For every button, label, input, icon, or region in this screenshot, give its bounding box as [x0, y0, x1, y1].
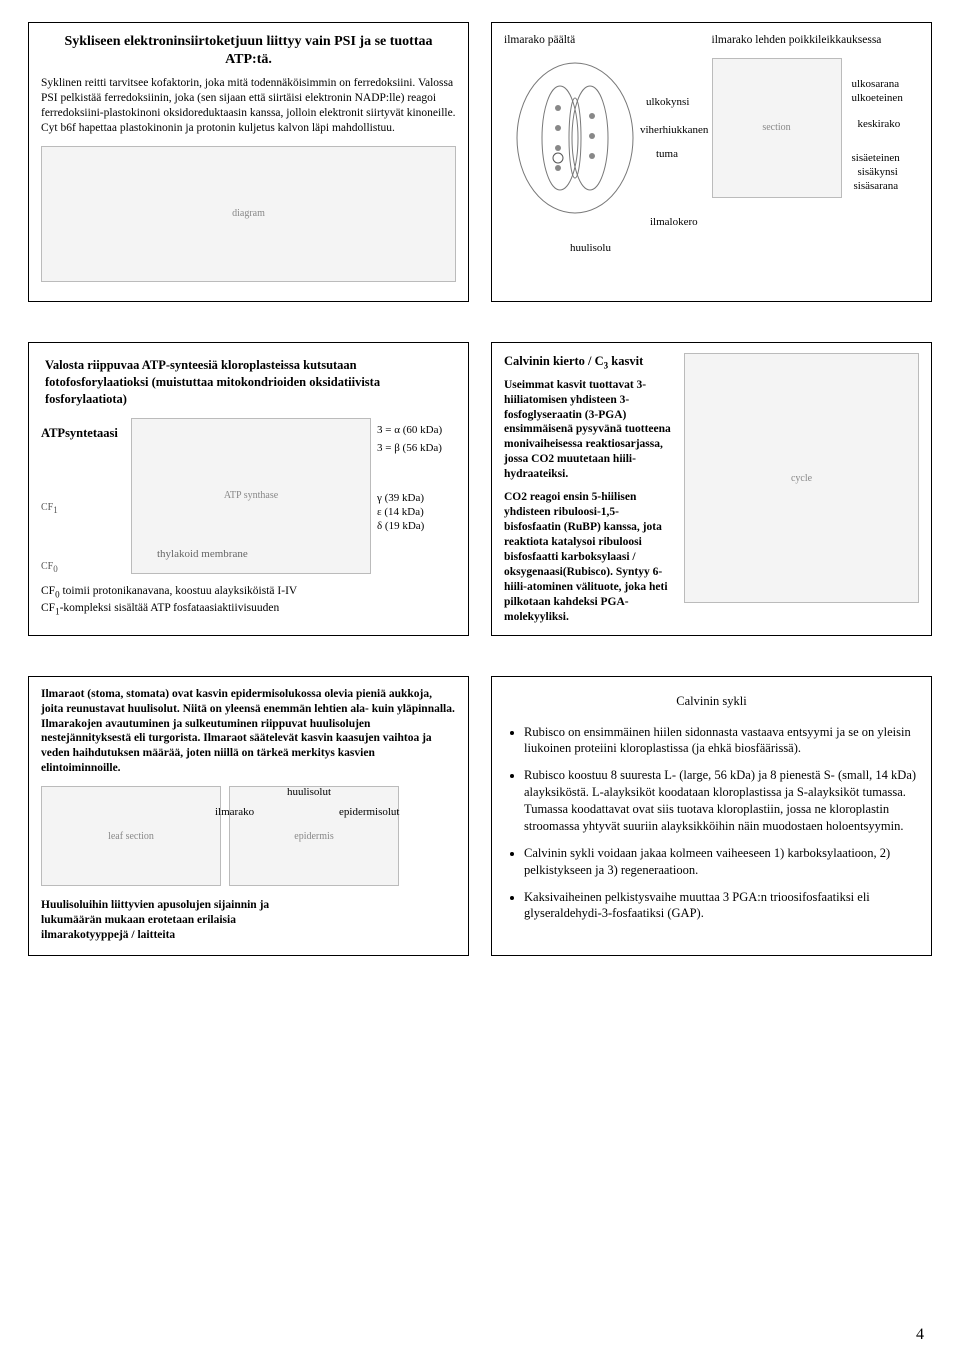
panel-calvin-sykli: Calvinin sykli Rubisco on ensimmäinen hi…: [491, 676, 932, 956]
label-sisäeteinen: sisäeteinen: [852, 152, 900, 164]
bullet-3: Calvinin sykli voidaan jakaa kolmeen vai…: [524, 845, 919, 879]
panel3-sub: ATPsyntetaasi: [41, 426, 118, 440]
label-ilmalokero: ilmalokero: [650, 216, 698, 228]
panel6-title: Calvinin sykli: [504, 693, 919, 710]
fig-label-b: 3 = β (56 kDa): [377, 442, 442, 454]
label-ulkosarana: ulkosarana: [852, 78, 900, 90]
panel6-bullets: Rubisco on ensimmäinen hiilen sidonnasta…: [504, 724, 919, 923]
label-sisäsarana: sisäsarana: [854, 180, 899, 192]
panel4-para1: Useimmat kasvit tuottavat 3-hiiliatomise…: [504, 378, 674, 483]
label-keskirako: keskirako: [858, 118, 901, 130]
panel3-heading: Valosta riippuvaa ATP-synteesiä kloropla…: [45, 357, 452, 408]
panel4-para2: CO2 reagoi ensin 5-hiilisen yhdisteen ri…: [504, 490, 674, 624]
panel1-title: Sykliseen elektroninsiirtoketjuun liitty…: [41, 33, 456, 68]
leaf-cross-section-image: leaf section: [41, 786, 221, 886]
panel3-caption: CF0 toimii protonikanavana, koostuu alay…: [41, 584, 456, 618]
bullet-1: Rubisco on ensimmäinen hiilen sidonnasta…: [524, 724, 919, 758]
label-ulkoeteinen: ulkoeteinen: [852, 92, 903, 104]
panel5-para: Ilmaraot (stoma, stomata) ovat kasvin ep…: [41, 687, 456, 777]
calvin-cycle-diagram: cycle: [684, 353, 919, 603]
panel2-right-title: ilmarako lehden poikkileikkauksessa: [712, 33, 920, 48]
label-ilmarako: ilmarako: [215, 806, 254, 818]
label-viherhiukkanen: viherhiukkanen: [640, 124, 708, 136]
label-epidermisolut: epidermisolut: [339, 806, 400, 818]
stoma-cross-section-image: section: [712, 58, 842, 198]
label-huulisolu: huulisolu: [570, 242, 611, 254]
epidermis-top-image: epidermis: [229, 786, 399, 886]
panel-atp-synthase: Valosta riippuvaa ATP-synteesiä kloropla…: [28, 342, 469, 636]
panel-calvin-c3: Calvinin kierto / C3 kasvit Useimmat kas…: [491, 342, 932, 636]
panel1-para: Syklinen reitti tarvitsee kofaktorin, jo…: [41, 76, 456, 136]
fig-label-a: 3 = α (60 kDa): [377, 424, 442, 436]
fig-label-mem: thylakoid membrane: [157, 548, 248, 560]
panel2-left-title: ilmarako päältä: [504, 33, 712, 48]
bullet-4: Kaksivaiheinen pelkistysvaihe muuttaa 3 …: [524, 889, 919, 923]
panel-psi-cycle: Sykliseen elektroninsiirtoketjuun liitty…: [28, 22, 469, 302]
panel4-title: Calvinin kierto / C3 kasvit: [504, 353, 674, 372]
panel5-caption: Huulisoluihin liittyvien apusolujen sija…: [41, 898, 301, 943]
label-ulkokynsi: ulkokynsi: [646, 96, 689, 108]
label-huulisolut: huulisolut: [287, 786, 331, 798]
label-tuma: tuma: [656, 148, 678, 160]
fig-label-d: δ (19 kDa): [377, 520, 424, 532]
panel-stoma-anatomy: ilmarako päältä ulkokynsi viherhiukkanen…: [491, 22, 932, 302]
stoma-top-view-icon: [510, 58, 640, 218]
fig-label-e: ε (14 kDa): [377, 506, 424, 518]
bullet-2: Rubisco koostuu 8 suuresta L- (large, 56…: [524, 767, 919, 835]
label-sisäkynsi: sisäkynsi: [858, 166, 898, 178]
fig-label-g: γ (39 kDa): [377, 492, 424, 504]
electron-transport-diagram: diagram: [41, 146, 456, 282]
panel-stomata-text: Ilmaraot (stoma, stomata) ovat kasvin ep…: [28, 676, 469, 956]
page-number: 4: [916, 1326, 924, 1344]
